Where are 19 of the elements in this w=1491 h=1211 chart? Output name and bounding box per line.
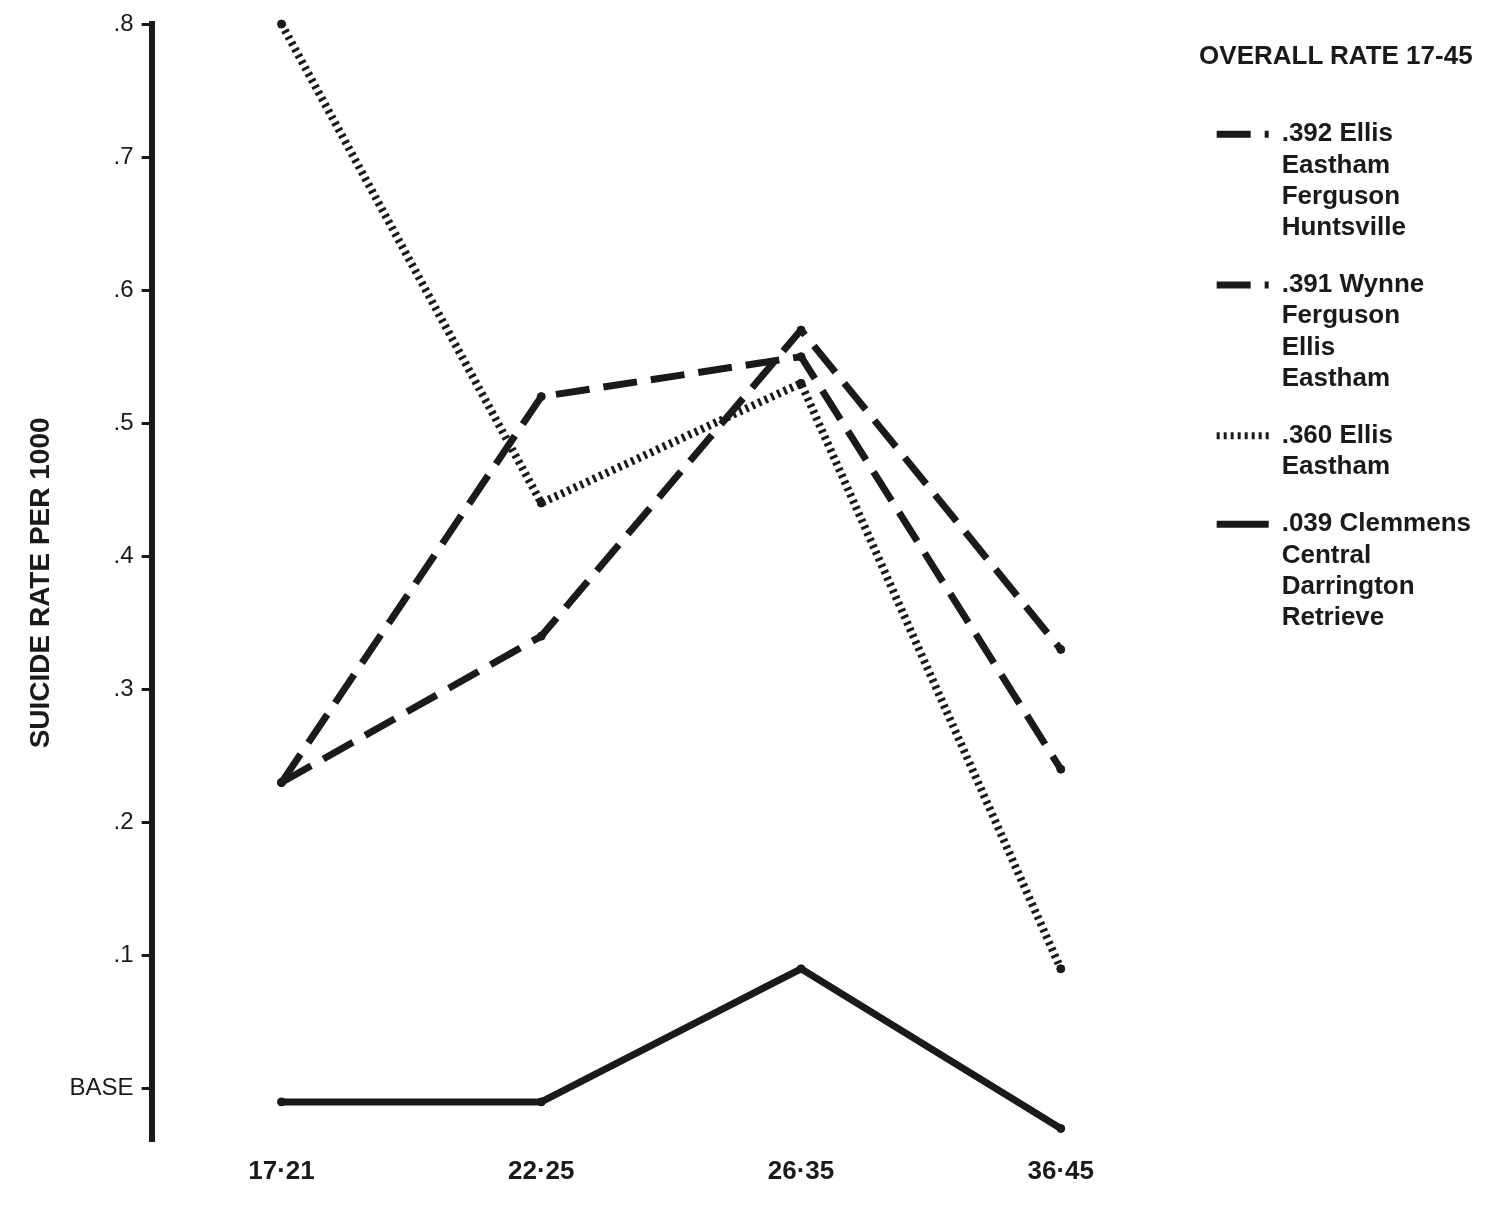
y-tick-label: BASE xyxy=(69,1073,134,1101)
y-tick-label: .3 xyxy=(113,673,134,701)
legend-label: .360 Ellis Eastham xyxy=(1281,418,1393,481)
y-axis-title: SUICIDE RATE PER 1000 xyxy=(23,417,55,749)
y-tick-label: .1 xyxy=(113,940,134,968)
x-tick-label: 22·25 xyxy=(508,1154,575,1185)
legend-label: .392 Ellis Eastham Ferguson Huntsville xyxy=(1281,117,1406,241)
y-tick-label: .7 xyxy=(113,141,134,169)
y-tick-label: .8 xyxy=(113,8,134,36)
legend-title: OVERALL RATE 17-45 xyxy=(1199,40,1473,71)
legend-label: .391 Wynne Ferguson Ellis Eastham xyxy=(1281,268,1425,392)
x-tick-label: 17·21 xyxy=(248,1154,315,1185)
y-tick-label: .4 xyxy=(113,540,134,568)
x-tick-label: 36·45 xyxy=(1027,1154,1095,1185)
y-tick-label: .2 xyxy=(113,807,134,835)
y-tick-label: .6 xyxy=(113,274,134,302)
y-tick-label: .5 xyxy=(113,407,134,435)
x-tick-label: 26·35 xyxy=(767,1154,835,1185)
legend-label: .039 Clemmens Central Darrington Retrieve xyxy=(1281,507,1471,631)
